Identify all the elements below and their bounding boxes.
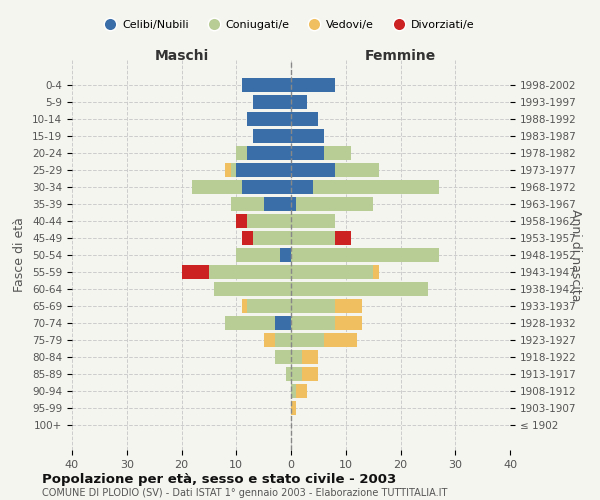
Bar bbox=[291, 384, 296, 398]
Bar bbox=[324, 146, 351, 160]
Bar bbox=[291, 282, 428, 296]
Bar bbox=[286, 367, 291, 382]
Bar bbox=[226, 163, 231, 177]
Bar bbox=[247, 299, 291, 313]
Bar bbox=[280, 248, 291, 262]
Bar bbox=[296, 197, 373, 211]
Bar bbox=[335, 299, 362, 313]
Bar bbox=[263, 197, 291, 211]
Text: Maschi: Maschi bbox=[154, 49, 209, 63]
Bar bbox=[236, 248, 280, 262]
Bar bbox=[373, 265, 379, 279]
Bar bbox=[291, 350, 302, 364]
Bar bbox=[247, 214, 291, 228]
Bar bbox=[302, 367, 319, 382]
Bar bbox=[253, 94, 291, 109]
Bar bbox=[291, 214, 335, 228]
Bar bbox=[193, 180, 242, 194]
Text: Popolazione per età, sesso e stato civile - 2003: Popolazione per età, sesso e stato civil… bbox=[42, 472, 396, 486]
Bar bbox=[275, 350, 291, 364]
Bar bbox=[291, 180, 313, 194]
Bar bbox=[291, 163, 335, 177]
Bar bbox=[291, 94, 307, 109]
Bar bbox=[253, 128, 291, 143]
Bar bbox=[247, 112, 291, 126]
Bar bbox=[182, 265, 209, 279]
Bar bbox=[291, 128, 324, 143]
Bar bbox=[247, 146, 291, 160]
Bar bbox=[291, 299, 335, 313]
Bar bbox=[231, 163, 236, 177]
Bar bbox=[291, 248, 439, 262]
Bar bbox=[291, 231, 335, 245]
Bar bbox=[291, 265, 373, 279]
Bar bbox=[335, 163, 379, 177]
Bar bbox=[236, 146, 247, 160]
Bar bbox=[253, 231, 291, 245]
Text: COMUNE DI PLODIO (SV) - Dati ISTAT 1° gennaio 2003 - Elaborazione TUTTITALIA.IT: COMUNE DI PLODIO (SV) - Dati ISTAT 1° ge… bbox=[42, 488, 448, 498]
Y-axis label: Fasce di età: Fasce di età bbox=[13, 218, 26, 292]
Bar bbox=[291, 197, 296, 211]
Bar bbox=[242, 299, 247, 313]
Bar bbox=[236, 214, 247, 228]
Bar bbox=[214, 282, 291, 296]
Legend: Celibi/Nubili, Coniugati/e, Vedovi/e, Divorziati/e: Celibi/Nubili, Coniugati/e, Vedovi/e, Di… bbox=[103, 15, 479, 34]
Bar bbox=[291, 367, 302, 382]
Bar bbox=[291, 401, 296, 415]
Bar bbox=[242, 78, 291, 92]
Bar bbox=[291, 316, 335, 330]
Bar bbox=[263, 333, 275, 347]
Y-axis label: Anni di nascita: Anni di nascita bbox=[569, 209, 582, 301]
Bar bbox=[209, 265, 291, 279]
Bar bbox=[313, 180, 439, 194]
Bar bbox=[291, 333, 324, 347]
Bar bbox=[302, 350, 319, 364]
Bar bbox=[226, 316, 275, 330]
Bar bbox=[291, 112, 319, 126]
Bar bbox=[236, 163, 291, 177]
Bar bbox=[291, 78, 335, 92]
Bar bbox=[335, 316, 362, 330]
Bar bbox=[324, 333, 357, 347]
Bar bbox=[242, 180, 291, 194]
Bar bbox=[275, 333, 291, 347]
Bar bbox=[231, 197, 263, 211]
Bar bbox=[275, 316, 291, 330]
Bar bbox=[335, 231, 351, 245]
Text: Femmine: Femmine bbox=[365, 49, 436, 63]
Bar bbox=[296, 384, 307, 398]
Bar bbox=[291, 146, 324, 160]
Bar bbox=[242, 231, 253, 245]
